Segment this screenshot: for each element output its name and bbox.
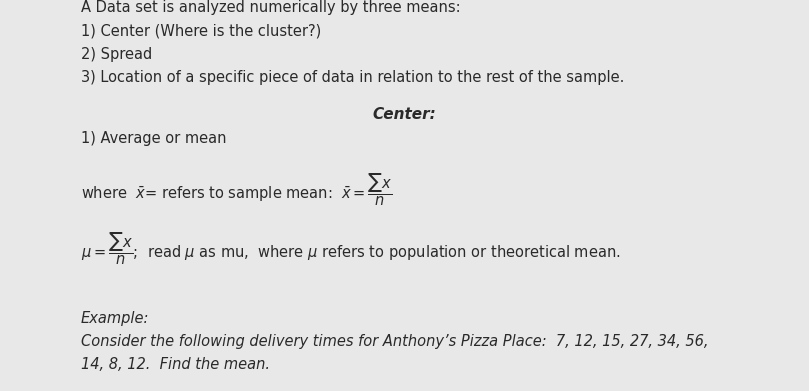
Text: 1) Center (Where is the cluster?): 1) Center (Where is the cluster?) <box>81 23 321 38</box>
Text: Center:: Center: <box>373 107 436 122</box>
Text: A Data set is analyzed numerically by three means:: A Data set is analyzed numerically by th… <box>81 0 460 15</box>
Text: where  $\bar{x}$= refers to sample mean:  $\bar{x}=\dfrac{\sum x}{n}$: where $\bar{x}$= refers to sample mean: … <box>81 172 392 208</box>
Text: $\mu = \dfrac{\sum x}{n}$;  read $\mu$ as mu,  where $\mu$ refers to population : $\mu = \dfrac{\sum x}{n}$; read $\mu$ as… <box>81 230 621 267</box>
Text: Example:: Example: <box>81 310 150 326</box>
Text: Consider the following delivery times for Anthony’s Pizza Place:  7, 12, 15, 27,: Consider the following delivery times fo… <box>81 334 709 349</box>
Text: 2) Spread: 2) Spread <box>81 47 152 62</box>
Text: 1) Average or mean: 1) Average or mean <box>81 131 227 146</box>
Text: 3) Location of a specific piece of data in relation to the rest of the sample.: 3) Location of a specific piece of data … <box>81 70 625 85</box>
Text: 14, 8, 12.  Find the mean.: 14, 8, 12. Find the mean. <box>81 357 270 373</box>
